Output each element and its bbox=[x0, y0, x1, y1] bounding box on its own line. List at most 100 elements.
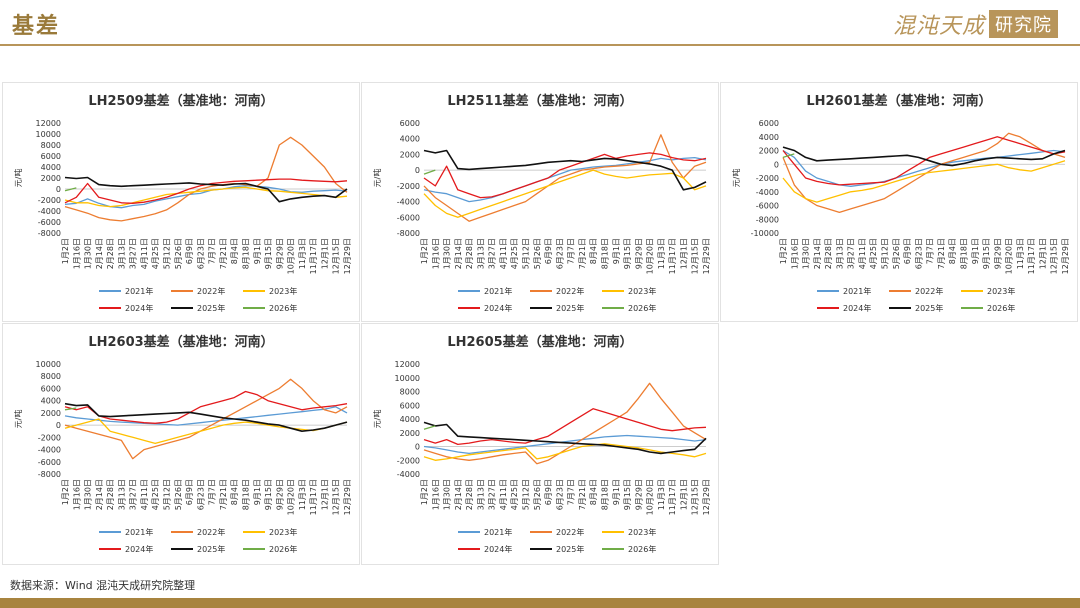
y-tick-label: 0 bbox=[415, 166, 420, 175]
series-line-2021年 bbox=[782, 149, 1066, 187]
y-tick-label: -8000 bbox=[756, 215, 779, 224]
x-tick-label: 4月25日 bbox=[869, 238, 878, 269]
y-tick-label: 4000 bbox=[400, 135, 420, 144]
x-tick-label: 9月15日 bbox=[264, 479, 273, 510]
x-tick-label: 4月11日 bbox=[140, 479, 149, 510]
chart-lh2509: LH2509基差（基准地：河南） 元/吨 12000 10000 8000 6000 400… bbox=[13, 93, 352, 313]
x-tick-label: 10月20日 bbox=[1005, 238, 1014, 274]
x-tick-label: 12月29日 bbox=[1061, 238, 1070, 274]
y-tick-label: -4000 bbox=[38, 207, 61, 216]
y-tick-label: 6000 bbox=[41, 384, 61, 393]
x-tick-label: 3月27日 bbox=[129, 238, 138, 269]
chart-title: LH2603基差（基准地：河南） bbox=[88, 334, 273, 350]
y-tick-label: 6000 bbox=[41, 152, 61, 161]
x-tick-label: 7月7日 bbox=[567, 238, 576, 264]
y-tick-label: 0 bbox=[415, 443, 420, 452]
x-tick-label: 4月11日 bbox=[499, 238, 508, 269]
x-tick-label: 1月2日 bbox=[779, 238, 788, 264]
y-tick-label: -4000 bbox=[756, 188, 779, 197]
x-tick-label: 9月1日 bbox=[253, 479, 262, 505]
x-tick-label: 5月26日 bbox=[892, 238, 901, 269]
x-tick-label: 12月29日 bbox=[702, 238, 711, 274]
series-line-2026年 bbox=[64, 187, 77, 192]
x-tick-label: 2月28日 bbox=[106, 238, 115, 269]
x-tick-label: 12月15日 bbox=[332, 238, 341, 274]
x-tick-label: 9月1日 bbox=[971, 238, 980, 264]
x-tick-label: 6月23日 bbox=[196, 238, 205, 269]
y-tick-label: 6000 bbox=[759, 119, 779, 128]
x-tick-label: 4月25日 bbox=[510, 479, 519, 510]
x-tick-label: 5月12日 bbox=[881, 238, 890, 269]
x-tick-label: 1月16日 bbox=[431, 238, 440, 269]
x-tick-label: 4月25日 bbox=[510, 238, 519, 269]
x-tick-label: 6月9日 bbox=[903, 238, 912, 264]
y-tick-label: 12000 bbox=[395, 360, 420, 369]
x-tick-label: 2月28日 bbox=[465, 238, 474, 269]
x-tick-label: 9月29日 bbox=[634, 238, 643, 269]
y-tick-label: -2000 bbox=[397, 456, 420, 465]
y-tick-label: -6000 bbox=[756, 202, 779, 211]
x-tick-label: 3月13日 bbox=[835, 238, 844, 269]
x-tick-label: 9月15日 bbox=[623, 238, 632, 269]
x-tick-label: 12月29日 bbox=[343, 238, 352, 274]
y-axis-label: 元/吨 bbox=[13, 169, 23, 188]
y-tick-label: -4000 bbox=[38, 446, 61, 455]
series-line-2025年 bbox=[423, 149, 707, 191]
x-tick-label: 11月17日 bbox=[309, 479, 318, 515]
legend-label: 2026年 bbox=[269, 544, 297, 554]
series-line-2021年 bbox=[423, 434, 707, 455]
series-line-2026年 bbox=[782, 153, 795, 159]
y-tick-label: -2000 bbox=[756, 174, 779, 183]
x-tick-label: 11月3日 bbox=[1016, 238, 1025, 269]
series-line-2022年 bbox=[782, 132, 1066, 214]
x-tick-label: 12月1日 bbox=[679, 238, 688, 269]
x-tick-label: 6月23日 bbox=[555, 238, 564, 269]
legend-label: 2026年 bbox=[628, 303, 656, 313]
x-tick-label: 1月2日 bbox=[61, 479, 70, 505]
series-line-2025年 bbox=[64, 176, 348, 203]
series-line-2025年 bbox=[64, 402, 348, 432]
y-tick-label: 0 bbox=[56, 185, 61, 194]
y-axis-label: 元/吨 bbox=[372, 169, 382, 188]
x-tick-label: 7月7日 bbox=[208, 479, 217, 505]
x-tick-label: 12月1日 bbox=[679, 479, 688, 510]
chart-title: LH2605基差（基准地：河南） bbox=[447, 334, 632, 350]
x-tick-label: 7月21日 bbox=[219, 479, 228, 510]
y-axis-label: 元/吨 bbox=[13, 410, 23, 429]
x-tick-label: 9月1日 bbox=[253, 238, 262, 264]
y-tick-label: 8000 bbox=[41, 372, 61, 381]
x-tick-label: 11月3日 bbox=[298, 238, 307, 269]
page-title: 基差 bbox=[12, 13, 61, 39]
x-tick-label: 1月16日 bbox=[72, 238, 81, 269]
footer-bar bbox=[0, 598, 1080, 608]
x-tick-label: 1月16日 bbox=[72, 479, 81, 510]
x-tick-label: 5月12日 bbox=[522, 479, 531, 510]
header-rule bbox=[0, 44, 1080, 46]
x-tick-label: 9月1日 bbox=[612, 238, 621, 264]
y-tick-label: 0 bbox=[774, 160, 779, 169]
x-tick-label: 7月21日 bbox=[578, 238, 587, 269]
legend-label: 2024年 bbox=[843, 303, 871, 313]
series-line-2023年 bbox=[64, 186, 348, 208]
brand-logo: 混沌天成 研究院 bbox=[893, 10, 1058, 39]
series-line-2023年 bbox=[64, 418, 348, 445]
x-tick-label: 11月17日 bbox=[309, 238, 318, 274]
x-tick-label: 12月29日 bbox=[702, 479, 711, 515]
x-tick-label: 3月13日 bbox=[117, 238, 126, 269]
x-tick-label: 12月15日 bbox=[1050, 238, 1059, 274]
x-tick-label: 5月12日 bbox=[163, 479, 172, 510]
x-tick-label: 3月27日 bbox=[488, 479, 497, 510]
legend-label: 2023年 bbox=[987, 286, 1015, 296]
series-line-2022年 bbox=[423, 134, 707, 222]
legend-label: 2024年 bbox=[484, 303, 512, 313]
y-tick-label: 2000 bbox=[759, 147, 779, 156]
series-line-2021年 bbox=[423, 156, 707, 203]
x-tick-label: 4月11日 bbox=[858, 238, 867, 269]
x-tick-label: 9月1日 bbox=[612, 479, 621, 505]
legend-label: 2021年 bbox=[484, 527, 512, 537]
legend-label: 2021年 bbox=[843, 286, 871, 296]
series-line-2026年 bbox=[423, 169, 436, 175]
x-tick-label: 8月4日 bbox=[589, 479, 598, 505]
y-tick-label: -8000 bbox=[397, 229, 420, 238]
x-tick-label: 1月2日 bbox=[420, 238, 429, 264]
